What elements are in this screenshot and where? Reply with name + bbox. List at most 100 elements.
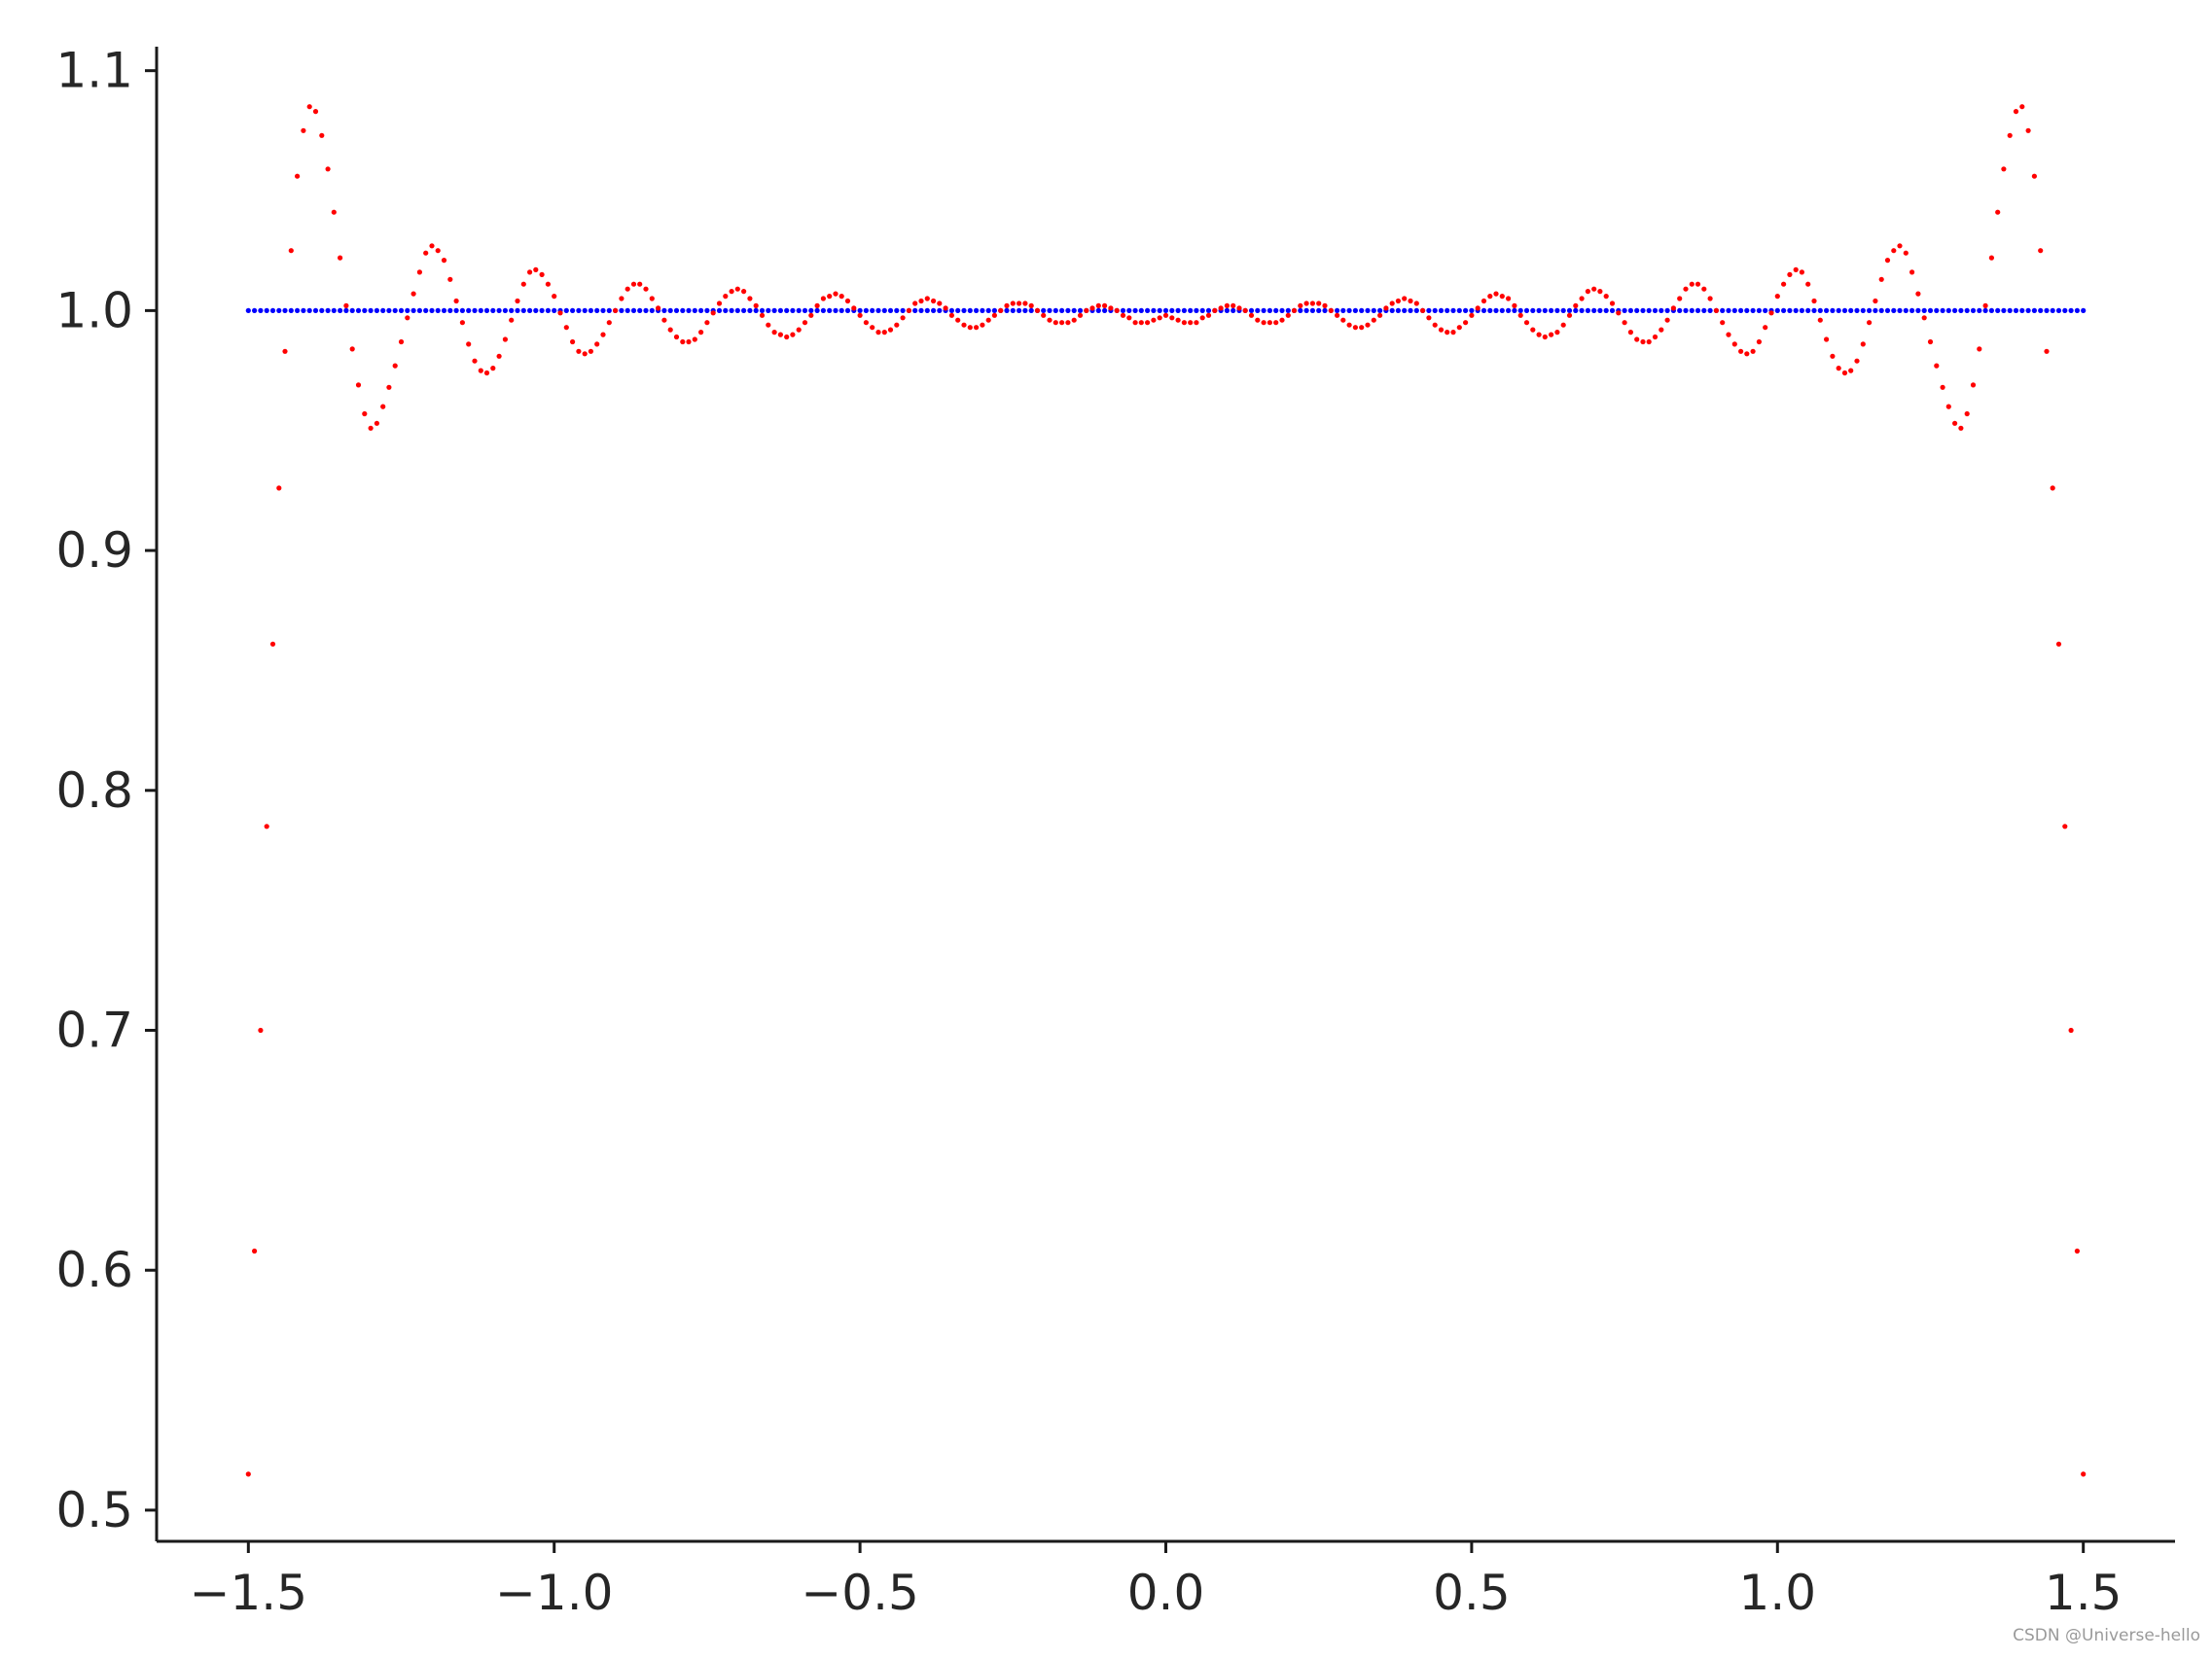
blue-point xyxy=(410,307,416,313)
blue-point xyxy=(698,307,704,313)
blue-point xyxy=(349,307,355,313)
blue-point xyxy=(686,307,692,313)
blue-point xyxy=(1897,307,1903,313)
blue-point xyxy=(312,307,319,313)
red-point xyxy=(1897,243,1903,249)
red-point xyxy=(656,305,661,311)
red-point xyxy=(619,296,624,301)
red-point xyxy=(692,336,697,342)
blue-point xyxy=(1279,307,1285,313)
red-point xyxy=(398,338,405,345)
blue-point xyxy=(1365,307,1371,313)
blue-point xyxy=(1982,307,1988,313)
blue-point xyxy=(2068,307,2074,313)
blue-point xyxy=(545,307,552,313)
red-point xyxy=(349,346,355,352)
blue-point xyxy=(1151,307,1157,313)
red-point xyxy=(386,384,392,390)
red-point xyxy=(808,312,814,318)
red-point xyxy=(1536,332,1542,337)
red-point xyxy=(1004,302,1010,308)
blue-point xyxy=(1744,307,1750,313)
red-point xyxy=(1677,296,1683,301)
red-point xyxy=(723,294,729,300)
blue-point xyxy=(820,307,827,313)
blue-point xyxy=(1940,307,1945,313)
red-point xyxy=(833,291,838,297)
red-point xyxy=(955,317,961,323)
red-point xyxy=(1463,320,1469,326)
red-point xyxy=(1945,404,1951,409)
red-point xyxy=(1622,320,1627,326)
red-point xyxy=(459,320,465,326)
blue-point xyxy=(1566,307,1573,313)
blue-point xyxy=(282,307,288,313)
blue-point xyxy=(594,307,600,313)
blue-point xyxy=(527,307,533,313)
red-point xyxy=(1640,338,1646,345)
red-point xyxy=(472,358,478,364)
x-tick-label: 0.0 xyxy=(1127,1565,1205,1621)
red-point xyxy=(2062,824,2068,830)
blue-point xyxy=(343,307,349,313)
blue-point xyxy=(955,307,961,313)
blue-point xyxy=(1194,307,1199,313)
blue-point xyxy=(245,307,251,313)
red-point xyxy=(1408,298,1413,304)
red-point xyxy=(1267,320,1272,326)
red-point xyxy=(301,127,306,133)
blue-point xyxy=(704,307,710,313)
blue-point xyxy=(1903,307,1909,313)
red-point xyxy=(594,341,600,347)
red-point xyxy=(582,351,588,357)
blue-point xyxy=(1884,307,1891,313)
red-point xyxy=(1309,300,1315,306)
blue-point xyxy=(1597,307,1603,313)
red-point xyxy=(2038,248,2044,254)
blue-point xyxy=(1646,307,1652,313)
red-point xyxy=(1383,305,1389,311)
red-point xyxy=(1579,296,1585,301)
blue-point xyxy=(1787,307,1793,313)
red-point xyxy=(515,298,520,304)
red-point xyxy=(637,281,643,287)
red-point xyxy=(1768,310,1774,316)
red-point xyxy=(991,312,997,318)
blue-point xyxy=(447,307,453,313)
red-point xyxy=(1995,209,2001,215)
red-point xyxy=(1982,302,1988,308)
blue-point xyxy=(1523,307,1530,313)
blue-point xyxy=(1359,307,1365,313)
red-point xyxy=(1695,281,1701,287)
red-point xyxy=(796,327,802,333)
red-point xyxy=(881,330,887,335)
blue-point xyxy=(380,307,386,313)
red-point xyxy=(1273,320,1279,326)
blue-point xyxy=(1701,307,1707,313)
blue-point xyxy=(374,307,379,313)
blue-point xyxy=(1120,307,1126,313)
red-point xyxy=(1683,286,1689,292)
blue-point xyxy=(1499,307,1505,313)
blue-point xyxy=(269,307,276,313)
blue-point xyxy=(490,307,496,313)
red-point xyxy=(1212,307,1218,313)
red-point xyxy=(1652,334,1659,340)
blue-point xyxy=(716,307,723,313)
blue-point xyxy=(1077,307,1084,313)
red-point xyxy=(1017,300,1022,306)
red-point xyxy=(1194,320,1199,326)
red-point xyxy=(1805,281,1811,287)
red-point xyxy=(1279,317,1285,323)
red-point xyxy=(1927,338,1934,345)
blue-point xyxy=(863,307,870,313)
blue-point xyxy=(630,307,637,313)
blue-point xyxy=(2038,307,2044,313)
blue-point xyxy=(1095,307,1101,313)
blue-point xyxy=(1805,307,1811,313)
blue-point xyxy=(777,307,784,313)
red-point xyxy=(1445,330,1450,335)
red-point xyxy=(2031,173,2037,179)
red-point xyxy=(1487,294,1493,300)
red-point xyxy=(1659,327,1664,333)
